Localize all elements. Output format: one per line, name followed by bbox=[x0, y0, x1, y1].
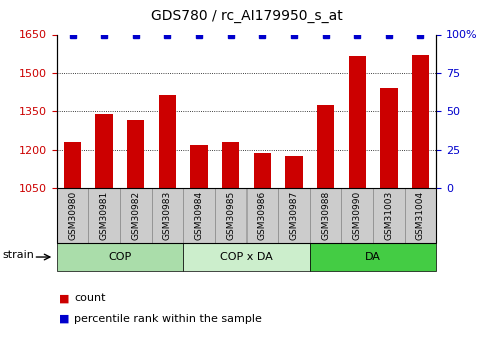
Text: COP: COP bbox=[108, 252, 132, 262]
Bar bbox=[349, 56, 366, 188]
Text: GSM30990: GSM30990 bbox=[352, 191, 362, 240]
Text: ■: ■ bbox=[59, 294, 70, 303]
Bar bbox=[317, 105, 334, 188]
Text: GSM30984: GSM30984 bbox=[195, 191, 204, 240]
Bar bbox=[190, 145, 208, 188]
Text: GSM30986: GSM30986 bbox=[258, 191, 267, 240]
Bar bbox=[96, 114, 113, 188]
Text: GDS780 / rc_AI179950_s_at: GDS780 / rc_AI179950_s_at bbox=[151, 9, 342, 23]
Text: GSM31003: GSM31003 bbox=[385, 191, 393, 240]
Text: percentile rank within the sample: percentile rank within the sample bbox=[74, 314, 262, 324]
Text: GSM30982: GSM30982 bbox=[131, 191, 141, 240]
Text: COP x DA: COP x DA bbox=[220, 252, 273, 262]
Bar bbox=[159, 95, 176, 188]
Text: strain: strain bbox=[2, 250, 35, 260]
Text: GSM30980: GSM30980 bbox=[68, 191, 77, 240]
Bar bbox=[412, 55, 429, 188]
Bar bbox=[222, 142, 240, 188]
Text: GSM31004: GSM31004 bbox=[416, 191, 425, 240]
Bar bbox=[285, 156, 303, 188]
Text: GSM30988: GSM30988 bbox=[321, 191, 330, 240]
Text: ■: ■ bbox=[59, 314, 70, 324]
Bar bbox=[380, 88, 397, 188]
Text: GSM30983: GSM30983 bbox=[163, 191, 172, 240]
Text: count: count bbox=[74, 294, 106, 303]
Bar bbox=[127, 120, 144, 188]
Text: GSM30987: GSM30987 bbox=[289, 191, 298, 240]
Text: GSM30981: GSM30981 bbox=[100, 191, 108, 240]
Bar bbox=[253, 154, 271, 188]
Text: GSM30985: GSM30985 bbox=[226, 191, 235, 240]
Text: DA: DA bbox=[365, 252, 381, 262]
Bar bbox=[64, 142, 81, 188]
